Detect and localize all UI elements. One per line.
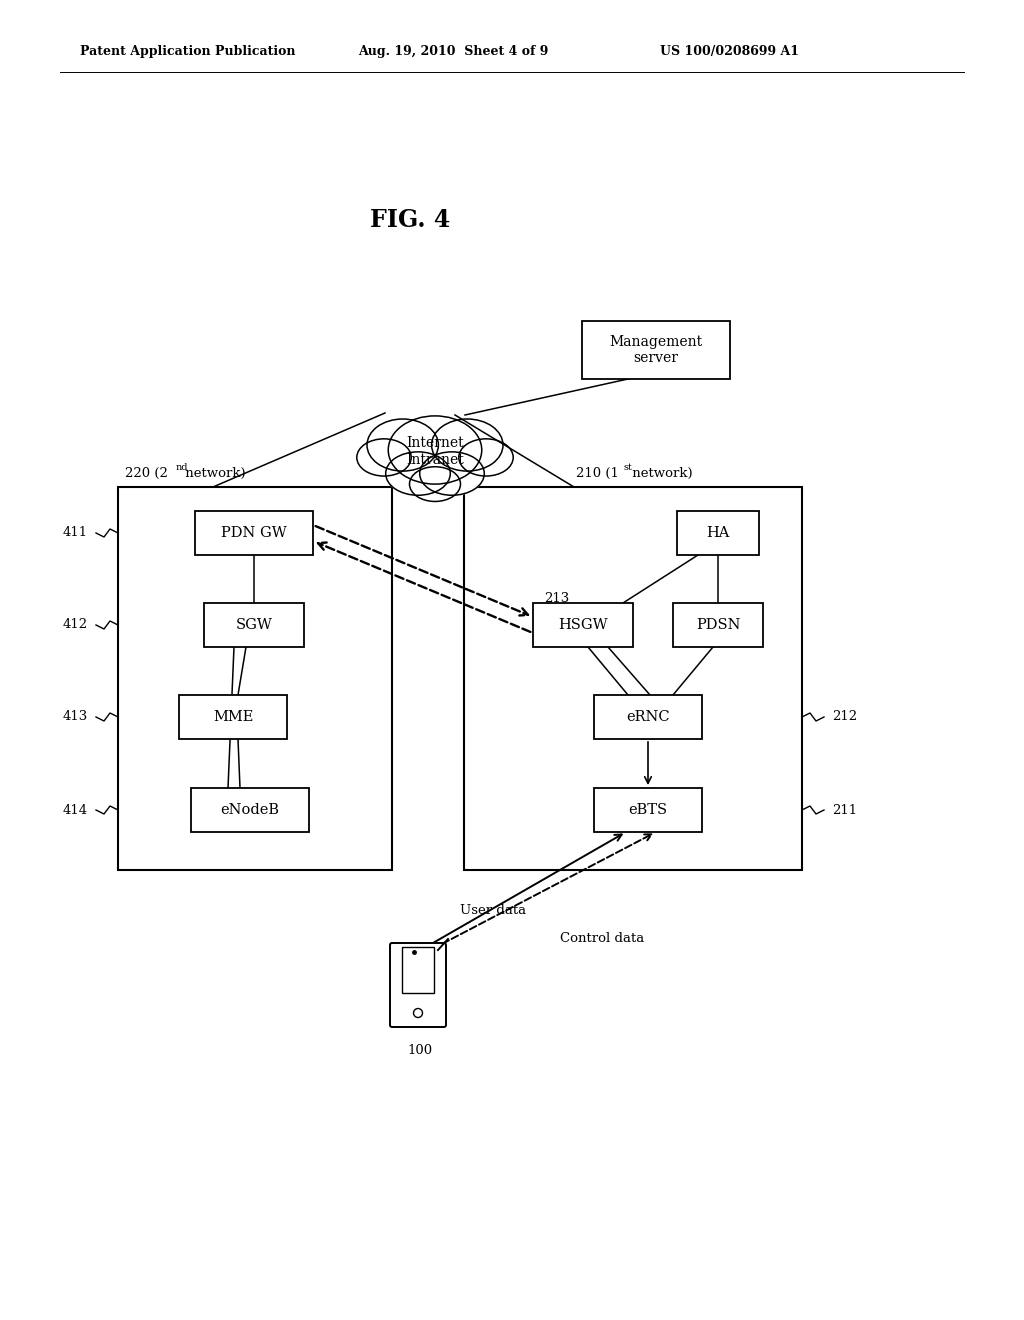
Text: PDSN: PDSN	[695, 618, 740, 632]
Text: HA: HA	[707, 525, 730, 540]
Ellipse shape	[459, 438, 513, 477]
Ellipse shape	[420, 451, 484, 495]
Text: Intranet: Intranet	[407, 453, 464, 467]
Text: 210 (1: 210 (1	[575, 466, 618, 479]
Text: MME: MME	[213, 710, 253, 723]
Text: FIG. 4: FIG. 4	[370, 209, 451, 232]
Ellipse shape	[410, 467, 461, 502]
Text: SGW: SGW	[236, 618, 272, 632]
Bar	[534, 603, 633, 647]
Circle shape	[414, 1008, 423, 1018]
Text: network): network)	[628, 466, 692, 479]
Text: PDN GW: PDN GW	[221, 525, 287, 540]
FancyBboxPatch shape	[390, 942, 446, 1027]
Ellipse shape	[356, 438, 412, 477]
Text: 220 (2: 220 (2	[125, 466, 168, 479]
Text: 211: 211	[831, 804, 857, 817]
Bar	[179, 696, 287, 739]
Text: 212: 212	[831, 710, 857, 723]
Bar	[594, 788, 702, 832]
Text: User data: User data	[460, 903, 526, 916]
Text: Control data: Control data	[560, 932, 644, 945]
Ellipse shape	[367, 418, 438, 471]
Text: eBTS: eBTS	[629, 803, 668, 817]
Text: Management
server: Management server	[609, 335, 702, 366]
Text: Aug. 19, 2010  Sheet 4 of 9: Aug. 19, 2010 Sheet 4 of 9	[358, 45, 549, 58]
Text: eNodeB: eNodeB	[220, 803, 280, 817]
Bar	[195, 511, 313, 554]
Bar	[673, 603, 763, 647]
Ellipse shape	[431, 418, 503, 471]
Text: Internet: Internet	[407, 436, 464, 450]
Bar	[204, 603, 304, 647]
Text: nd: nd	[176, 462, 188, 471]
Text: 414: 414	[62, 804, 88, 817]
Bar	[594, 696, 702, 739]
Text: Patent Application Publication: Patent Application Publication	[80, 45, 296, 58]
Bar	[677, 511, 759, 554]
Text: HSGW: HSGW	[558, 618, 608, 632]
Text: 100: 100	[408, 1044, 432, 1056]
Text: 412: 412	[62, 619, 88, 631]
Text: 411: 411	[62, 527, 88, 540]
Bar	[191, 788, 309, 832]
Text: 213: 213	[544, 591, 569, 605]
Ellipse shape	[388, 416, 481, 484]
Text: st: st	[623, 462, 632, 471]
Bar	[118, 487, 392, 870]
Text: network): network)	[181, 466, 246, 479]
Bar	[402, 946, 434, 993]
Bar	[582, 321, 730, 379]
Text: eRNC: eRNC	[627, 710, 670, 723]
Text: US 100/0208699 A1: US 100/0208699 A1	[660, 45, 799, 58]
Bar	[464, 487, 802, 870]
Ellipse shape	[386, 451, 451, 495]
Text: 413: 413	[62, 710, 88, 723]
